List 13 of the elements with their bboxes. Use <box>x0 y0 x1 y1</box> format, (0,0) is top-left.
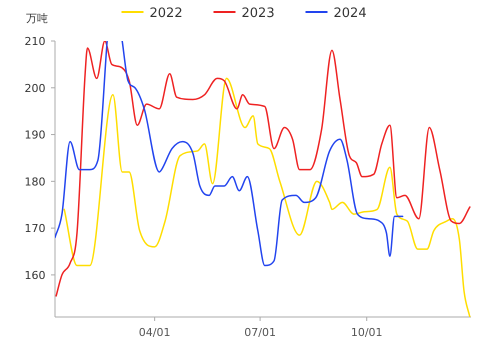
y-tick-label: 180 <box>24 175 46 188</box>
y-tick-label: 160 <box>24 268 46 282</box>
legend-label: 2022 <box>150 6 183 21</box>
y-tick-label: 170 <box>24 222 46 236</box>
x-tick-label: 04/01 <box>138 326 171 339</box>
y-tick-label: 210 <box>24 35 46 48</box>
legend-label: 2024 <box>334 6 367 21</box>
x-tick-label: 07/01 <box>244 326 276 339</box>
x-tick-label: 10/01 <box>350 326 383 339</box>
y-tick-label: 190 <box>24 128 46 142</box>
legend-label: 2023 <box>242 6 275 21</box>
y-axis-title: 万吨 <box>26 12 48 25</box>
y-tick-label: 200 <box>24 82 46 95</box>
